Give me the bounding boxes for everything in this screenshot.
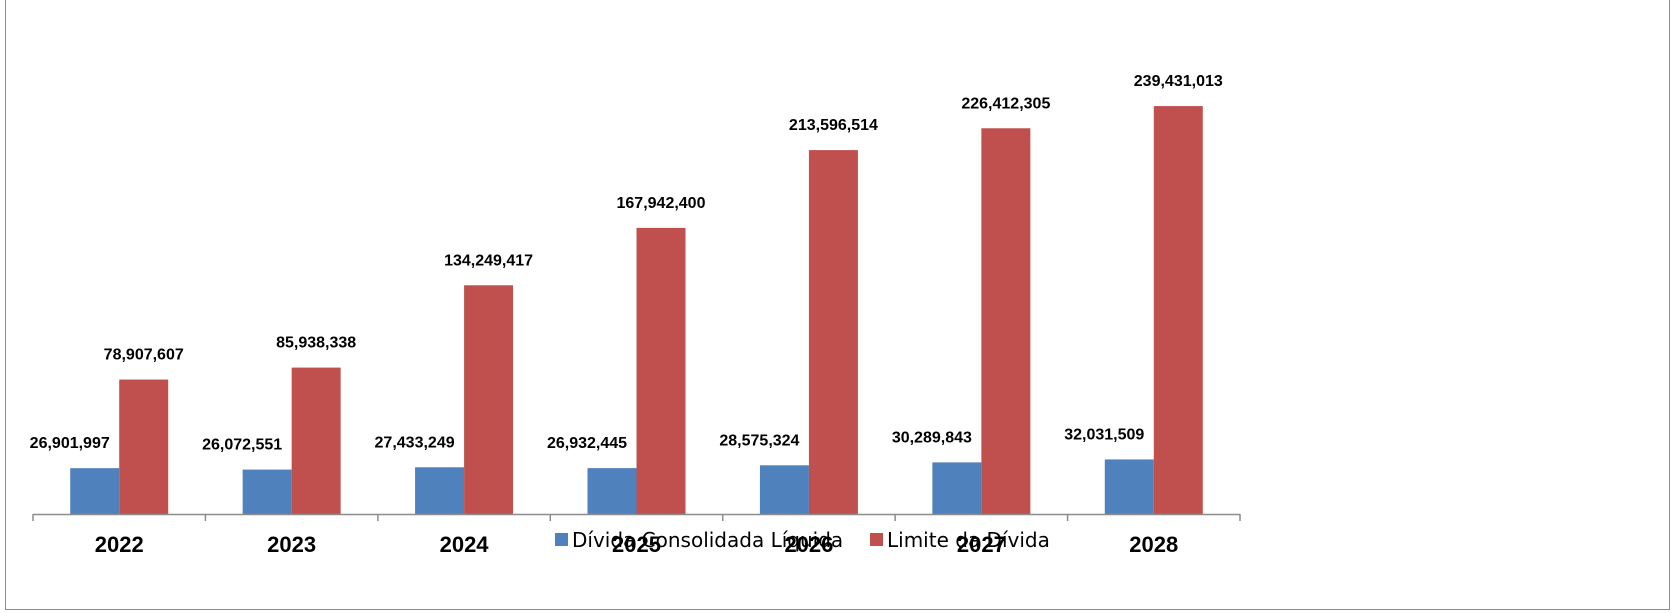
bar-divida-consolidada-liquida-2022 [70, 468, 120, 514]
data-label-divida-consolidada-liquida-2027: 30,289,843 [892, 429, 972, 446]
bar-limite-da-divida-2024 [464, 285, 514, 514]
chart-frame: 26,901,997 26,072,551 27,433,249 26,932,445… [5, 0, 1670, 610]
bar-limite-da-divida-2022 [119, 379, 169, 514]
bar-limite-da-divida-2026 [808, 150, 858, 514]
bar-divida-consolidada-liquida-2027 [932, 462, 982, 514]
data-label-divida-consolidada-liquida-2022: 26,901,997 [30, 435, 110, 452]
data-label-divida-consolidada-liquida-2025: 26,932,445 [547, 435, 627, 452]
x-tick-label-2024: 2024 [440, 532, 490, 557]
bar-limite-da-divida-2028 [1153, 106, 1203, 514]
bar-limite-da-divida-2023 [291, 367, 341, 514]
legend-swatch-divida-consolidada-liquida [555, 533, 568, 546]
data-label-limite-da-divida-2023: 85,938,338 [276, 335, 356, 352]
x-tick-label-2028: 2028 [1129, 532, 1178, 557]
data-label-limite-da-divida-2028: 239,431,013 [1134, 73, 1223, 90]
data-label-limite-da-divida-2022: 78,907,607 [104, 347, 184, 364]
data-label-limite-da-divida-2025: 167,942,400 [617, 195, 706, 212]
data-label-divida-consolidada-liquida-2024: 27,433,249 [375, 434, 455, 451]
bar-divida-consolidada-liquida-2028 [1104, 459, 1154, 514]
data-label-divida-consolidada-liquida-2026: 28,575,324 [719, 432, 799, 449]
x-tick-label-2026: 2026 [784, 532, 833, 557]
bar-limite-da-divida-2027 [981, 128, 1031, 515]
legend-label-divida-consolidada-liquida: Dívida Consolidada Líquida [572, 528, 843, 552]
data-label-divida-consolidada-liquida-2028: 32,031,509 [1064, 426, 1144, 443]
x-tick-label-2027: 2027 [957, 532, 1006, 557]
data-label-limite-da-divida-2026: 213,596,514 [789, 117, 878, 134]
bar-divida-consolidada-liquida-2026 [759, 465, 809, 514]
data-label-limite-da-divida-2024: 134,249,417 [444, 252, 533, 269]
bar-limite-da-divida-2025 [636, 227, 686, 514]
legend-label-limite-da-divida: Limite da Dívida [887, 528, 1050, 552]
bar-divida-consolidada-liquida-2025 [587, 468, 637, 514]
x-tick-label-2022: 2022 [95, 532, 144, 557]
x-tick-label-2025: 2025 [612, 532, 661, 557]
x-tick-label-2023: 2023 [267, 532, 316, 557]
legend-swatch-limite-da-divida [870, 533, 883, 546]
bar-divida-consolidada-liquida-2024 [415, 467, 465, 514]
bar-divida-consolidada-liquida-2023 [242, 469, 292, 514]
data-label-limite-da-divida-2027: 226,412,305 [961, 95, 1050, 112]
bar-chart: 26,901,997 26,072,551 27,433,249 26,932,445… [30, 73, 1241, 557]
data-label-divida-consolidada-liquida-2023: 26,072,551 [202, 437, 282, 454]
